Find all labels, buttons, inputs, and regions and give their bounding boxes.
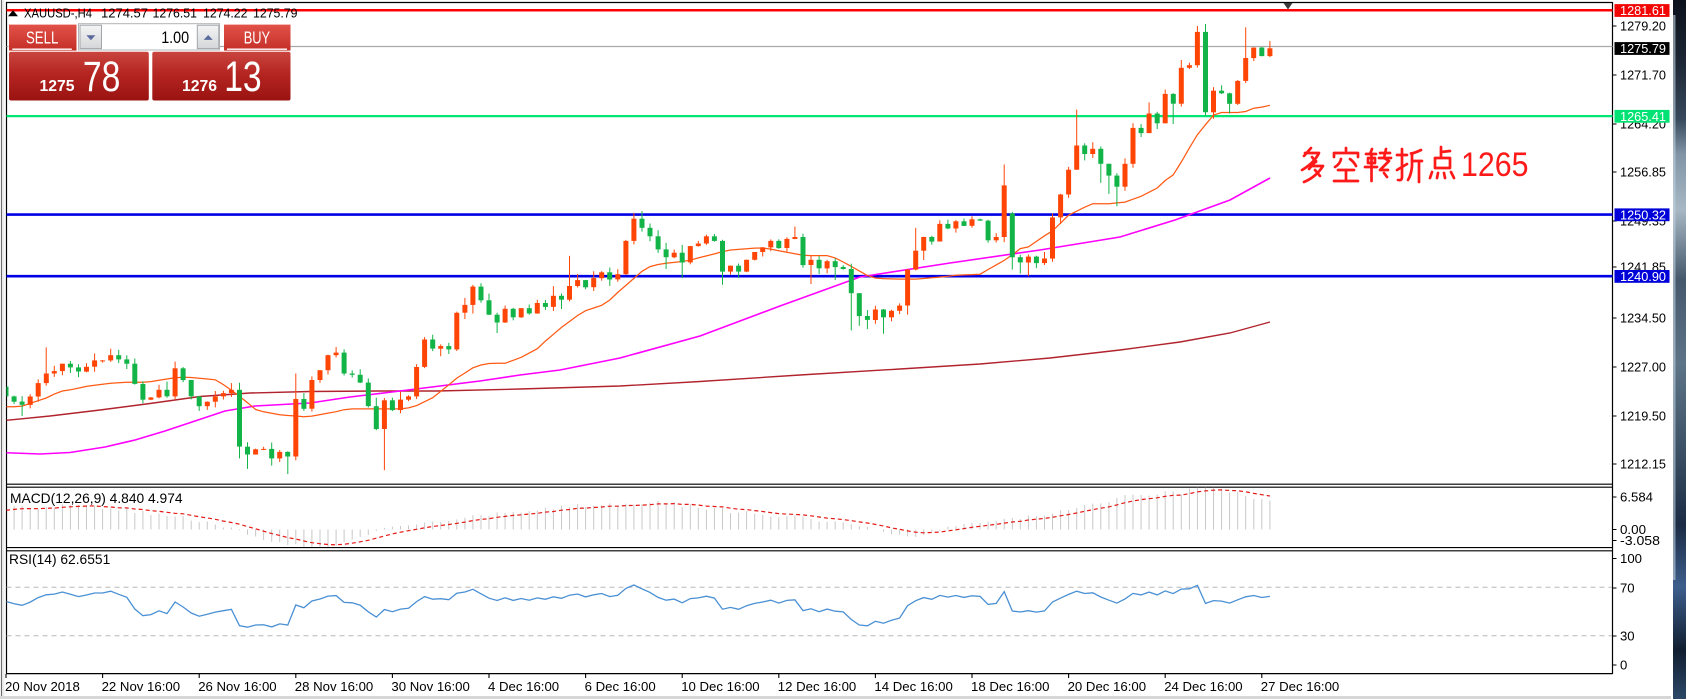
svg-text:BUY: BUY (244, 27, 271, 47)
svg-text:1219.50: 1219.50 (1620, 409, 1666, 424)
svg-text:1274.57: 1274.57 (101, 6, 148, 21)
svg-text:27 Dec 16:00: 27 Dec 16:00 (1261, 679, 1339, 694)
svg-text:MACD(12,26,9) 4.840 4.974: MACD(12,26,9) 4.840 4.974 (10, 491, 183, 506)
svg-text:28 Nov 16:00: 28 Nov 16:00 (295, 679, 373, 694)
svg-text:1256.85: 1256.85 (1620, 165, 1666, 180)
svg-text:6.584: 6.584 (1620, 490, 1653, 505)
svg-text:1212.15: 1212.15 (1620, 457, 1666, 472)
svg-text:1227.00: 1227.00 (1620, 360, 1666, 375)
svg-text:24 Dec 16:00: 24 Dec 16:00 (1164, 679, 1242, 694)
svg-text:1275.79: 1275.79 (1620, 41, 1666, 56)
svg-text:0: 0 (1620, 658, 1627, 673)
svg-text:1240.90: 1240.90 (1620, 269, 1666, 284)
svg-text:1276.51: 1276.51 (153, 6, 198, 21)
svg-text:SELL: SELL (26, 27, 58, 47)
svg-text:22 Nov 16:00: 22 Nov 16:00 (102, 679, 180, 694)
svg-text:20 Dec 16:00: 20 Dec 16:00 (1068, 679, 1146, 694)
svg-text:70: 70 (1620, 581, 1635, 596)
svg-text:30 Nov 16:00: 30 Nov 16:00 (391, 679, 469, 694)
svg-text:26 Nov 16:00: 26 Nov 16:00 (198, 679, 276, 694)
svg-text:1279.20: 1279.20 (1620, 19, 1666, 34)
svg-text:1275: 1275 (40, 78, 75, 95)
svg-text:1234.50: 1234.50 (1620, 311, 1666, 326)
svg-text:1271.70: 1271.70 (1620, 68, 1666, 83)
svg-text:1281.61: 1281.61 (1620, 3, 1666, 18)
svg-text:18 Dec 16:00: 18 Dec 16:00 (971, 679, 1049, 694)
svg-text:XAUUSD-,H4: XAUUSD-,H4 (24, 6, 92, 21)
svg-text:10 Dec 16:00: 10 Dec 16:00 (681, 679, 759, 694)
svg-text:1265: 1265 (1461, 146, 1529, 184)
svg-text:30: 30 (1620, 629, 1635, 644)
svg-text:1274.22: 1274.22 (203, 6, 248, 21)
svg-text:12 Dec 16:00: 12 Dec 16:00 (778, 679, 856, 694)
svg-text:4 Dec 16:00: 4 Dec 16:00 (488, 679, 559, 694)
svg-text:RSI(14) 62.6551: RSI(14) 62.6551 (9, 552, 110, 567)
svg-text:20 Nov 2018: 20 Nov 2018 (5, 679, 80, 694)
svg-text:78: 78 (83, 54, 121, 101)
svg-text:0.00: 0.00 (1620, 522, 1646, 537)
svg-text:14 Dec 16:00: 14 Dec 16:00 (874, 679, 952, 694)
svg-text:1275.79: 1275.79 (253, 6, 298, 21)
svg-text:1250.32: 1250.32 (1620, 207, 1666, 222)
svg-text:1.00: 1.00 (161, 29, 189, 47)
svg-text:-3.058: -3.058 (1620, 533, 1660, 548)
svg-text:100: 100 (1620, 551, 1642, 566)
svg-text:13: 13 (224, 54, 262, 101)
svg-text:6 Dec 16:00: 6 Dec 16:00 (585, 679, 656, 694)
svg-text:1265.41: 1265.41 (1620, 109, 1666, 124)
svg-text:1276: 1276 (182, 78, 217, 95)
